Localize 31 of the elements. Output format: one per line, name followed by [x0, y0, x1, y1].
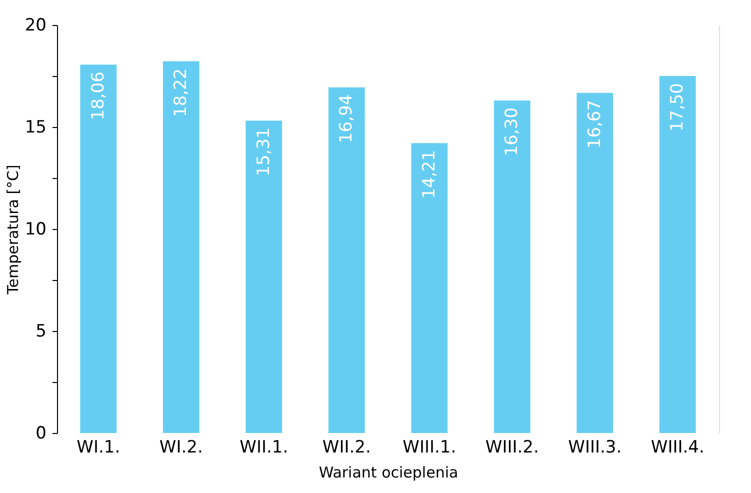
x-tick-label: WIII.2. — [485, 438, 539, 458]
y-tick-label: 20 — [24, 16, 46, 36]
x-tick-label: WII.1. — [240, 438, 288, 458]
data-label: 16,67 — [584, 100, 605, 149]
x-axis-title: Wariant ocieplenia — [318, 464, 458, 482]
data-label: 14,21 — [419, 150, 440, 199]
y-axis-title: Temperatura [°C] — [4, 164, 22, 296]
y-tick-label: 15 — [24, 118, 46, 138]
data-label: 16,94 — [336, 94, 357, 144]
y-tick-label: 5 — [36, 322, 46, 342]
bar — [494, 100, 530, 433]
x-tick-label: WIII.1. — [402, 438, 456, 458]
bar — [80, 64, 117, 433]
data-label: 18,06 — [88, 72, 108, 120]
bar — [162, 61, 200, 433]
x-tick-label: WI.1. — [76, 438, 120, 458]
data-label: 18,22 — [171, 68, 192, 117]
bar — [246, 120, 282, 433]
bar — [328, 87, 365, 433]
data-label: 16,30 — [502, 107, 522, 156]
y-tick-label: 0 — [36, 424, 46, 444]
x-tick-label: WIII.3. — [568, 438, 622, 458]
x-tick-label: WI.2. — [159, 438, 203, 458]
y-tick-label: 10 — [24, 220, 46, 240]
bar — [576, 92, 614, 433]
data-label: 17,50 — [668, 83, 688, 132]
x-tick-label: WIII.4. — [650, 438, 704, 458]
bar — [659, 76, 696, 433]
data-label: 15,31 — [254, 128, 274, 176]
x-tick-label: WII.2. — [322, 438, 371, 458]
bar — [411, 143, 448, 433]
